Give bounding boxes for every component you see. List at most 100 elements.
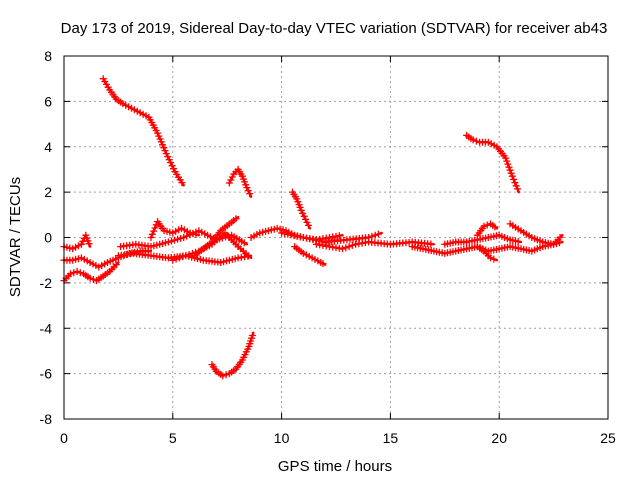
data-point-marker: [348, 241, 356, 249]
data-point-marker: [167, 159, 175, 167]
series-arc-21: [473, 243, 499, 263]
data-point-marker: [245, 252, 252, 260]
data-point-marker: [174, 235, 182, 243]
data-point-marker: [225, 179, 233, 187]
data-point-marker: [480, 222, 488, 230]
series-arc-13: [169, 229, 253, 264]
series-arc-19: [441, 231, 523, 248]
y-tick-label: -2: [40, 275, 53, 291]
data-point-marker: [371, 231, 379, 239]
data-point-marker: [232, 215, 240, 223]
data-point-marker: [185, 251, 193, 258]
data-point-marker: [77, 240, 85, 248]
data-point-marker: [180, 234, 188, 241]
data-point-marker: [67, 270, 74, 278]
data-point-marker: [179, 253, 187, 261]
data-point-marker: [507, 169, 515, 177]
plot-frame: [63, 55, 609, 420]
data-point-marker: [154, 129, 162, 137]
data-point-marker: [151, 224, 159, 232]
data-point-marker: [85, 240, 93, 248]
data-point-marker: [76, 269, 84, 277]
data-point-marker: [147, 234, 155, 241]
data-point-marker: [70, 269, 78, 277]
data-point-marker: [368, 232, 376, 240]
y-tick-label: 2: [44, 184, 52, 200]
series-arc-11: [147, 218, 201, 241]
data-point-marker: [177, 234, 185, 242]
data-point-marker: [469, 136, 477, 144]
data-point-marker: [339, 245, 346, 253]
data-point-marker: [555, 239, 563, 247]
x-tick-label: 25: [600, 430, 616, 446]
series-arc-2: [463, 131, 521, 194]
data-point-marker: [342, 244, 350, 252]
data-point-marker: [188, 249, 196, 257]
data-point-marker: [315, 237, 323, 245]
data-point-marker: [512, 182, 520, 190]
series-arc-3: [225, 165, 254, 198]
data-point-marker: [240, 239, 248, 247]
data-point-marker: [303, 218, 311, 226]
data-point-marker: [487, 254, 494, 262]
data-point-marker: [222, 371, 230, 379]
data-point-marker: [172, 255, 180, 263]
data-point-marker: [374, 230, 382, 238]
data-point-marker: [293, 232, 301, 240]
data-point-marker: [73, 268, 81, 275]
data-point-marker: [192, 248, 200, 256]
data-point-marker: [169, 256, 177, 264]
data-point-marker: [248, 332, 256, 339]
data-point-marker: [427, 240, 435, 248]
data-point-marker: [506, 166, 514, 174]
series-arc-10: [117, 227, 248, 251]
data-point-marker: [178, 179, 186, 187]
series-trace: [228, 168, 253, 198]
data-point-marker: [345, 243, 353, 251]
data-point-marker: [168, 237, 175, 245]
data-point-marker: [244, 187, 252, 195]
data-point-marker: [161, 147, 169, 155]
series-trace: [117, 252, 253, 264]
data-point-marker: [508, 172, 516, 180]
series-arc-15: [291, 243, 327, 268]
data-point-marker: [150, 227, 158, 235]
x-tick-labels: 0 5 10 15 20 25: [60, 430, 616, 446]
series-arc-8: [60, 231, 93, 253]
data-point-marker: [491, 223, 499, 231]
series-arc-23: [495, 234, 564, 255]
data-point-marker: [505, 163, 513, 171]
y-tick-label: -8: [40, 411, 53, 427]
data-point-marker: [300, 212, 308, 220]
data-point-marker: [472, 137, 480, 145]
data-point-marker: [219, 372, 227, 380]
x-tick-label: 15: [383, 430, 399, 446]
data-point-marker: [309, 235, 317, 243]
data-point-marker: [246, 190, 254, 198]
data-point-marker: [192, 231, 200, 238]
chart-title: Day 173 of 2019, Sidereal Day-to-day VTE…: [61, 20, 608, 37]
data-point-marker: [510, 175, 518, 183]
x-axis-label: GPS time / hours: [278, 458, 392, 475]
data-point-marker: [243, 184, 251, 192]
data-point-marker: [164, 153, 172, 161]
data-point-marker: [514, 185, 521, 193]
data-point-marker: [86, 274, 94, 282]
series-arc-20: [473, 220, 499, 239]
data-point-marker: [175, 254, 183, 262]
y-axis-label: SDTVAR / TECUs: [7, 177, 24, 297]
series-arc-7: [60, 247, 153, 271]
x-tick-label: 20: [491, 430, 507, 446]
data-point-marker: [511, 179, 519, 187]
y-tick-label: 4: [44, 139, 52, 155]
data-point-marker: [297, 206, 305, 214]
data-point-marker: [319, 260, 327, 268]
data-point-marker: [335, 232, 343, 240]
data-point-marker: [227, 176, 235, 184]
data-point-marker: [164, 238, 172, 246]
series-arc-1: [99, 75, 186, 187]
data-point-marker: [303, 234, 310, 242]
y-tick-label: 0: [44, 230, 52, 246]
series-arc-5: [289, 188, 312, 230]
data-point-marker: [165, 156, 173, 164]
